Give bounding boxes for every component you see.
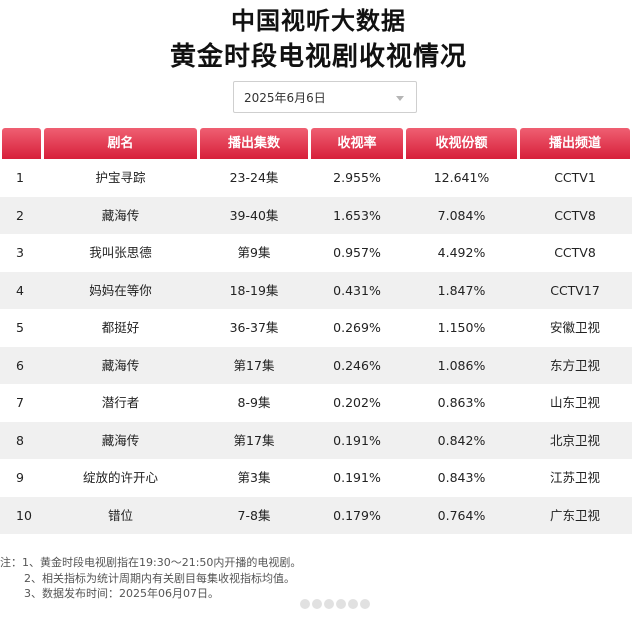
page-subtitle: 黄金时段电视剧收视情况 (169, 42, 467, 72)
share-cell: 1.150% (437, 320, 486, 335)
rating-cell: 0.431% (333, 282, 381, 298)
title-cell: 妈妈在等你 (89, 282, 152, 298)
share-cell: 7.084% (437, 207, 486, 223)
table-row: 4 妈妈在等你 18-19集 0.431% 1.847% CCTV17 (0, 271, 632, 309)
episodes-cell: 18-19集 (229, 282, 279, 298)
rank-cell: 9 (16, 470, 24, 485)
table-row: 2 藏海传 39-40集 1.653% 7.084% CCTV8 (0, 196, 632, 234)
table-row: 1 护宝寻踪 23-24集 2.955% 12.641% CCTV1 (0, 159, 632, 197)
table-row: 8 藏海传 第17集 0.191% 0.842% 北京卫视 (0, 421, 632, 459)
table-row: 3 我叫张思德 第9集 0.957% 4.492% CCTV8 (0, 234, 632, 272)
title-cell: 护宝寻踪 (95, 170, 146, 185)
channel-cell: 北京卫视 (549, 432, 600, 448)
rating-cell: 1.653% (333, 207, 381, 223)
table-row: 9 绽放的许开心 第3集 0.191% 0.843% 江苏卫视 (0, 459, 632, 497)
table-header: 剧名 播出集数 收视率 收视份额 播出频道 (0, 128, 632, 159)
table-row: 5 都挺好 36-37集 0.269% 1.150% 安徽卫视 (0, 309, 632, 347)
title-cell: 错位 (107, 507, 133, 523)
rank-cell: 3 (16, 245, 24, 260)
rank-cell: 1 (16, 170, 24, 185)
rating-cell: 2.955% (333, 170, 381, 185)
page-title: 中国视听大数据 (231, 7, 406, 35)
episodes-cell: 7-8集 (237, 507, 271, 523)
table-row: 10 错位 7-8集 0.179% 0.764% 广东卫视 (0, 496, 632, 534)
episodes-cell: 第17集 (233, 357, 275, 373)
header-channel: 播出频道 (520, 128, 630, 159)
channel-cell: 江苏卫视 (549, 470, 600, 485)
rating-cell: 0.269% (333, 320, 381, 335)
rating-cell: 0.957% (333, 245, 381, 260)
rank-cell: 4 (16, 282, 24, 298)
channel-cell: CCTV17 (550, 282, 600, 298)
rank-cell: 2 (16, 207, 24, 223)
title-cell: 绽放的许开心 (82, 470, 158, 485)
episodes-cell: 39-40集 (229, 207, 279, 223)
channel-cell: 安徽卫视 (549, 320, 600, 335)
rating-cell: 0.191% (333, 432, 381, 448)
rank-cell: 8 (16, 432, 24, 448)
date-select[interactable]: 2025年6月6日 (233, 81, 417, 113)
channel-cell: CCTV8 (554, 245, 596, 260)
title-cell: 都挺好 (101, 320, 140, 335)
date-select-value: 2025年6月6日 (244, 91, 326, 105)
share-cell: 1.086% (437, 357, 486, 373)
rank-cell: 5 (16, 320, 24, 335)
episodes-cell: 36-37集 (229, 320, 279, 335)
table-row: 7 潜行者 8-9集 0.202% 0.863% 山东卫视 (0, 384, 632, 422)
share-cell: 12.641% (433, 170, 490, 185)
header-rank (2, 128, 41, 159)
ratings-table: 剧名 播出集数 收视率 收视份额 播出频道 1 护宝寻踪 23-24集 2.95… (0, 128, 632, 534)
channel-cell: 山东卫视 (549, 395, 600, 410)
chevron-down-icon (396, 96, 404, 101)
rating-cell: 0.246% (333, 357, 381, 373)
channel-cell: 东方卫视 (549, 357, 600, 373)
rank-cell: 10 (16, 507, 32, 523)
footnote-3: 3、数据发布时间：2025年06月07日。 (24, 587, 219, 600)
title-cell: 我叫张思德 (89, 245, 152, 260)
channel-cell: CCTV1 (554, 170, 596, 185)
rank-cell: 7 (16, 395, 24, 410)
channel-cell: 广东卫视 (549, 507, 600, 523)
title-cell: 藏海传 (101, 207, 140, 223)
footnote-1: 注：1、黄金时段电视剧指在19:30～21:50内开播的电视剧。 (0, 556, 302, 569)
episodes-cell: 第3集 (237, 470, 271, 485)
header-title: 剧名 (44, 128, 197, 159)
episodes-cell: 23-24集 (229, 170, 279, 185)
title-cell: 潜行者 (101, 395, 140, 410)
rank-cell: 6 (16, 357, 24, 373)
episodes-cell: 第9集 (237, 245, 271, 260)
channel-cell: CCTV8 (554, 207, 596, 223)
share-cell: 0.764% (437, 507, 486, 523)
share-cell: 0.843% (437, 470, 486, 485)
header-share: 收视份额 (406, 128, 517, 159)
title-cell: 藏海传 (101, 432, 140, 448)
share-cell: 0.842% (437, 432, 486, 448)
rating-cell: 0.191% (333, 470, 381, 485)
footnotes: 注：1、黄金时段电视剧指在19:30～21:50内开播的电视剧。 2、相关指标为… (0, 555, 301, 602)
share-cell: 0.863% (437, 395, 486, 410)
table-row: 6 藏海传 第17集 0.246% 1.086% 东方卫视 (0, 346, 632, 384)
header-episodes: 播出集数 (200, 128, 308, 159)
rating-cell: 0.179% (333, 507, 381, 523)
share-cell: 1.847% (437, 282, 486, 298)
share-cell: 4.492% (437, 245, 486, 260)
footnote-2: 2、相关指标为统计周期内有关剧目每集收视指标均值。 (24, 571, 295, 585)
episodes-cell: 第17集 (233, 432, 275, 448)
watermark (300, 594, 382, 609)
header-rating: 收视率 (311, 128, 403, 159)
episodes-cell: 8-9集 (237, 395, 271, 410)
rating-cell: 0.202% (333, 395, 381, 410)
title-cell: 藏海传 (101, 357, 140, 373)
